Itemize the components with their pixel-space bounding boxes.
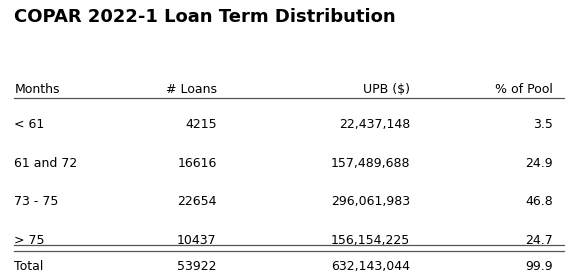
Text: % of Pool: % of Pool [495, 83, 553, 96]
Text: 156,154,225: 156,154,225 [331, 234, 410, 247]
Text: 99.9: 99.9 [526, 260, 553, 273]
Text: < 61: < 61 [14, 118, 44, 131]
Text: Months: Months [14, 83, 60, 96]
Text: 16616: 16616 [177, 157, 217, 170]
Text: 22654: 22654 [177, 195, 217, 208]
Text: Total: Total [14, 260, 44, 273]
Text: > 75: > 75 [14, 234, 45, 247]
Text: 73 - 75: 73 - 75 [14, 195, 59, 208]
Text: 24.7: 24.7 [525, 234, 553, 247]
Text: 296,061,983: 296,061,983 [331, 195, 410, 208]
Text: 53922: 53922 [177, 260, 217, 273]
Text: 24.9: 24.9 [526, 157, 553, 170]
Text: 61 and 72: 61 and 72 [14, 157, 78, 170]
Text: 632,143,044: 632,143,044 [331, 260, 410, 273]
Text: # Loans: # Loans [166, 83, 217, 96]
Text: 46.8: 46.8 [525, 195, 553, 208]
Text: 3.5: 3.5 [533, 118, 553, 131]
Text: 4215: 4215 [185, 118, 217, 131]
Text: UPB ($): UPB ($) [364, 83, 410, 96]
Text: COPAR 2022-1 Loan Term Distribution: COPAR 2022-1 Loan Term Distribution [14, 8, 396, 26]
Text: 157,489,688: 157,489,688 [331, 157, 410, 170]
Text: 22,437,148: 22,437,148 [339, 118, 410, 131]
Text: 10437: 10437 [177, 234, 217, 247]
